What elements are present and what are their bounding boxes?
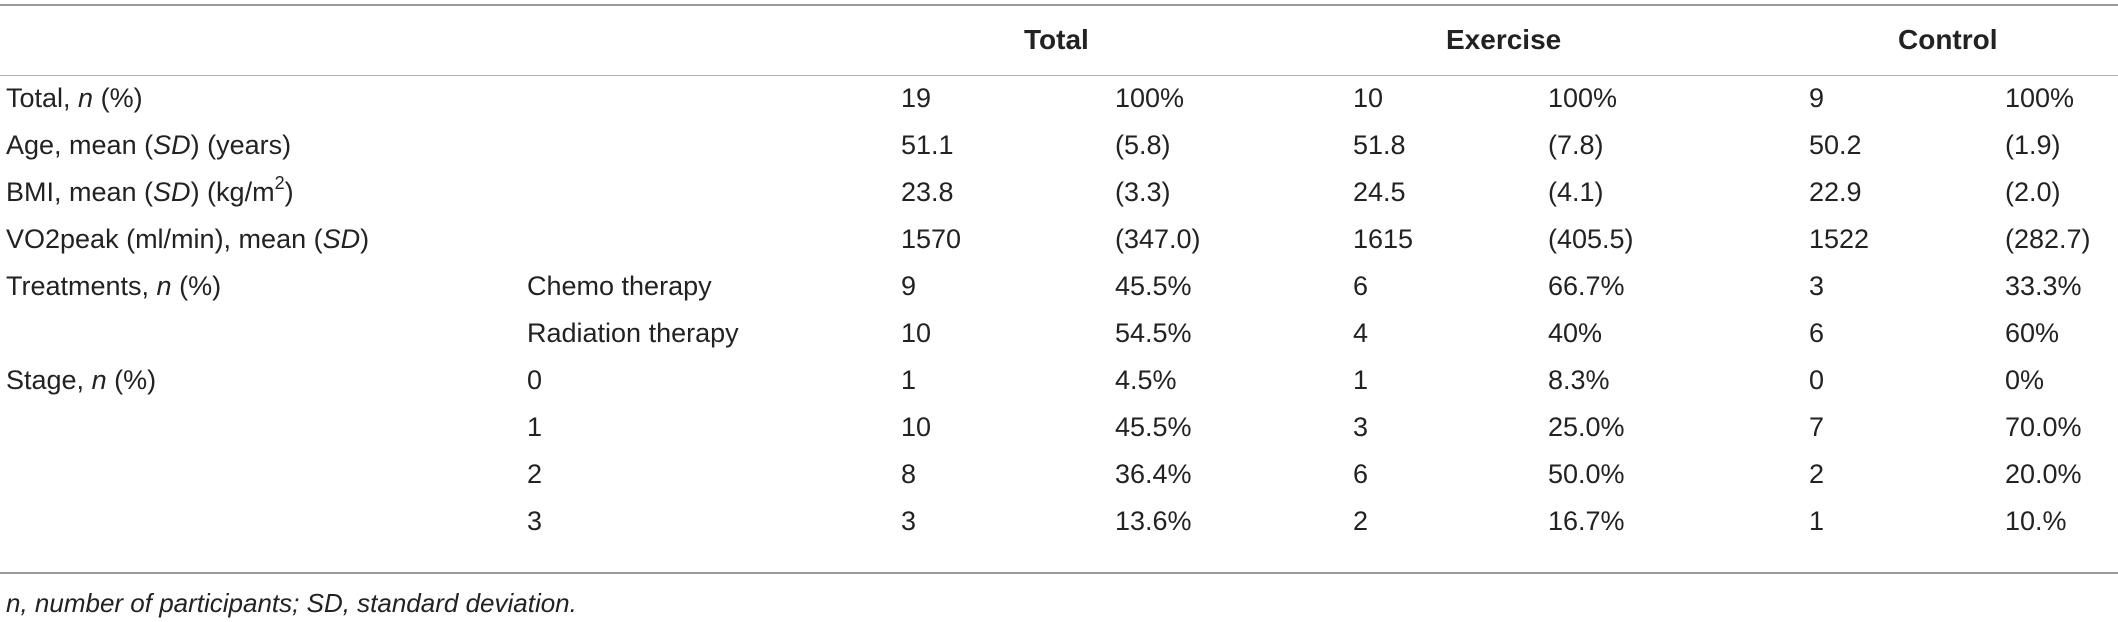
row-label-text: Age, mean (	[6, 130, 154, 160]
header-control: Control	[1898, 24, 1998, 55]
row-label: Stage, n (%)	[6, 364, 156, 396]
cell-t-n: 1570	[901, 224, 962, 254]
cell-c-n: 1	[1809, 506, 1825, 536]
cell-t-n: 3	[901, 506, 917, 536]
row-label-italic: n	[156, 271, 172, 301]
cell-c-p: (2.0)	[2005, 177, 2061, 207]
row-label-suffix: (%)	[171, 271, 222, 301]
row-label-italic: n	[78, 83, 94, 113]
cell-c-n: 1522	[1809, 224, 1870, 254]
cell-t-p: 4.5%	[1115, 365, 1177, 395]
header-exercise: Exercise	[1446, 24, 1562, 55]
row-label-italic: SD	[322, 224, 361, 254]
cell-e-n: 2	[1353, 506, 1369, 536]
cell-e-p: (4.1)	[1548, 177, 1604, 207]
cell-e-n: 1615	[1353, 224, 1414, 254]
row-label-end: )	[284, 177, 294, 207]
cell-e-p: 40%	[1548, 318, 1603, 348]
cell-e-p: 25.0%	[1548, 412, 1625, 442]
header-total: Total	[1024, 24, 1089, 55]
cell-t-n: 51.1	[901, 130, 954, 160]
row-label-text: VO2peak (ml/min), mean (	[6, 224, 323, 254]
cell-e-n: 3	[1353, 412, 1369, 442]
row-label-text: Total,	[6, 83, 79, 113]
cell-c-n: 22.9	[1809, 177, 1862, 207]
cell-c-n: 0	[1809, 365, 1825, 395]
row-subcategory: Chemo therapy	[527, 271, 712, 301]
cell-t-n: 19	[901, 83, 932, 113]
cell-t-p: (3.3)	[1115, 177, 1171, 207]
cell-c-p: 20.0%	[2005, 459, 2082, 489]
cell-e-n: 6	[1353, 271, 1369, 301]
cell-e-p: 100%	[1548, 83, 1618, 113]
cell-t-p: 45.5%	[1115, 271, 1192, 301]
row-label: Total, n (%)	[6, 82, 143, 114]
cell-t-p: 13.6%	[1115, 506, 1192, 536]
row-label-suffix: )	[360, 224, 370, 254]
cell-e-p: 66.7%	[1548, 271, 1625, 301]
cell-c-n: 6	[1809, 318, 1825, 348]
cell-e-p: 50.0%	[1548, 459, 1625, 489]
header-rule	[0, 75, 2118, 76]
row-label-suffix: ) (kg/m	[190, 177, 275, 207]
cell-t-p: (347.0)	[1115, 224, 1201, 254]
row-subcategory: 3	[527, 506, 543, 536]
row-label-text: Treatments,	[6, 271, 157, 301]
cell-c-p: 70.0%	[2005, 412, 2082, 442]
row-label-text: Stage,	[6, 365, 92, 395]
cell-t-n: 10	[901, 318, 932, 348]
cell-c-p: 33.3%	[2005, 271, 2082, 301]
cell-c-n: 9	[1809, 83, 1825, 113]
cell-c-p: 60%	[2005, 318, 2060, 348]
cell-t-n: 10	[901, 412, 932, 442]
cell-e-p: 8.3%	[1548, 365, 1610, 395]
table-top-rule	[0, 4, 2118, 6]
row-label-text: BMI, mean (	[6, 177, 154, 207]
cell-e-p: (405.5)	[1548, 224, 1634, 254]
row-label-superscript: 2	[274, 173, 285, 193]
cell-c-n: 3	[1809, 271, 1825, 301]
cell-c-p: 0%	[2005, 365, 2045, 395]
row-subcategory: 2	[527, 459, 543, 489]
row-label: VO2peak (ml/min), mean (SD)	[6, 223, 369, 255]
cell-e-n: 51.8	[1353, 130, 1406, 160]
cell-t-n: 23.8	[901, 177, 954, 207]
row-label: BMI, mean (SD) (kg/m2)	[6, 173, 294, 208]
row-label-italic: SD	[153, 177, 191, 207]
cell-e-n: 10	[1353, 83, 1384, 113]
cell-e-n: 1	[1353, 365, 1369, 395]
cell-e-n: 6	[1353, 459, 1369, 489]
row-subcategory: Radiation therapy	[527, 318, 739, 348]
cell-e-n: 24.5	[1353, 177, 1406, 207]
cell-c-p: 100%	[2005, 83, 2075, 113]
cell-t-p: 45.5%	[1115, 412, 1192, 442]
row-label: Age, mean (SD) (years)	[6, 129, 291, 161]
cell-t-n: 9	[901, 271, 917, 301]
cell-c-n: 2	[1809, 459, 1825, 489]
row-label-suffix: (%)	[93, 83, 143, 113]
cell-e-n: 4	[1353, 318, 1369, 348]
cell-e-p: (7.8)	[1548, 130, 1604, 160]
cell-c-p: 10.%	[2005, 506, 2067, 536]
row-label-italic: SD	[153, 130, 191, 160]
cell-t-n: 8	[901, 459, 917, 489]
cell-t-p: 36.4%	[1115, 459, 1192, 489]
cell-t-p: 100%	[1115, 83, 1185, 113]
row-label-suffix: ) (years)	[190, 130, 292, 160]
cell-t-p: 54.5%	[1115, 318, 1192, 348]
cell-e-p: 16.7%	[1548, 506, 1625, 536]
cell-t-p: (5.8)	[1115, 130, 1171, 160]
cell-c-n: 50.2	[1809, 130, 1862, 160]
row-label: Treatments, n (%)	[6, 270, 221, 302]
cell-c-p: (1.9)	[2005, 130, 2061, 160]
row-subcategory: 1	[527, 412, 543, 442]
cell-c-n: 7	[1809, 412, 1825, 442]
cell-c-p: (282.7)	[2005, 224, 2091, 254]
row-label-italic: n	[91, 365, 107, 395]
row-subcategory: 0	[527, 365, 543, 395]
table-footnote: n, number of participants; SD, standard …	[6, 588, 577, 618]
row-label-suffix: (%)	[106, 365, 157, 395]
table-bottom-rule	[0, 572, 2118, 574]
cell-t-n: 1	[901, 365, 917, 395]
